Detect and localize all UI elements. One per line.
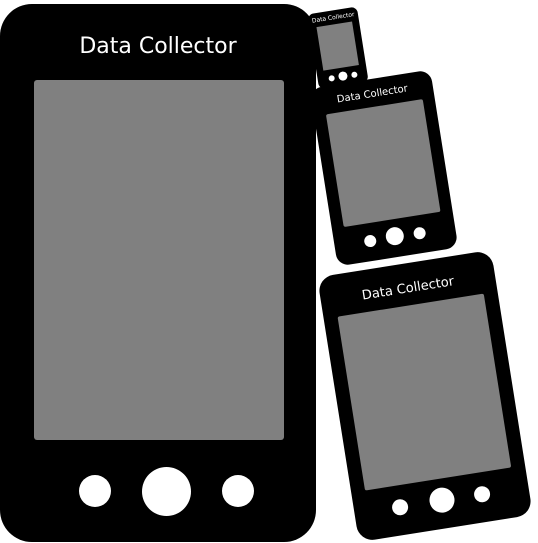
small-home-button[interactable] xyxy=(337,70,349,82)
main-right-button[interactable] xyxy=(222,475,254,507)
medium-left-button[interactable] xyxy=(363,234,378,248)
large-right-left-button[interactable] xyxy=(390,498,410,517)
large-right-right-button[interactable] xyxy=(472,485,492,504)
medium-right-button[interactable] xyxy=(412,226,427,241)
main-device: Data Collector xyxy=(0,4,316,542)
main-home-button[interactable] xyxy=(142,467,191,516)
large-right-home-button[interactable] xyxy=(427,485,457,515)
medium-device-screen xyxy=(325,99,441,228)
small-left-button[interactable] xyxy=(328,74,336,82)
small-right-button[interactable] xyxy=(350,71,358,79)
main-device-title: Data Collector xyxy=(79,34,237,59)
main-device-screen xyxy=(34,80,284,440)
main-left-button[interactable] xyxy=(79,475,111,507)
large-right-device-screen xyxy=(337,293,512,491)
large-right-device: Data Collector xyxy=(317,249,533,543)
medium-device: Data Collector xyxy=(309,69,459,267)
small-device-screen xyxy=(316,21,359,71)
small-device: Data Collector xyxy=(307,6,369,90)
medium-home-button[interactable] xyxy=(384,225,406,247)
